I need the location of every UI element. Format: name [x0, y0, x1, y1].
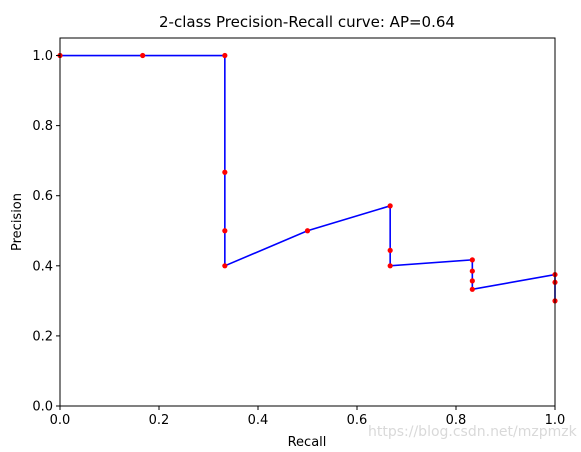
- data-point: [469, 278, 475, 284]
- y-axis-ticks: 0.0 0.2 0.4 0.6 0.8 1.0: [32, 49, 60, 415]
- y-tick-label: 1.0: [32, 49, 53, 64]
- x-tick-label: 0.2: [149, 413, 170, 428]
- y-tick-label: 0.0: [32, 400, 53, 415]
- y-tick-label: 0.6: [32, 189, 53, 204]
- x-tick-label: 0.8: [446, 413, 467, 428]
- data-point: [222, 228, 228, 234]
- y-tick-label: 0.4: [32, 259, 53, 274]
- data-point: [387, 247, 393, 253]
- curve-layer: [60, 54, 556, 301]
- data-point: [222, 169, 228, 175]
- pr-curve-line: [60, 54, 556, 301]
- y-tick-label: 0.2: [32, 329, 53, 344]
- x-axis-ticks: 0.0 0.2 0.4 0.6 0.8 1.0: [50, 406, 566, 428]
- data-point: [469, 268, 475, 274]
- y-axis-title: Precision: [10, 193, 25, 251]
- x-tick-label: 0.0: [50, 413, 71, 428]
- data-point: [140, 52, 146, 59]
- x-tick-label: 0.4: [248, 413, 269, 428]
- x-tick-label: 0.6: [347, 413, 368, 428]
- data-point: [387, 203, 393, 209]
- y-tick-label: 0.8: [32, 119, 53, 134]
- data-point: [304, 228, 311, 234]
- watermark: https://blog.csdn.net/mzpmzk: [368, 424, 577, 440]
- data-point: [469, 286, 475, 292]
- point-layer: [57, 52, 558, 304]
- chart-title: 2-class Precision-Recall curve: AP=0.64: [159, 13, 455, 31]
- plot-frame: [59, 37, 556, 407]
- data-point: [387, 263, 393, 269]
- data-point: [469, 257, 475, 263]
- data-point: [222, 52, 228, 59]
- x-axis-title: Recall: [288, 435, 327, 450]
- data-point: [222, 263, 228, 269]
- x-tick-label: 1.0: [545, 413, 566, 428]
